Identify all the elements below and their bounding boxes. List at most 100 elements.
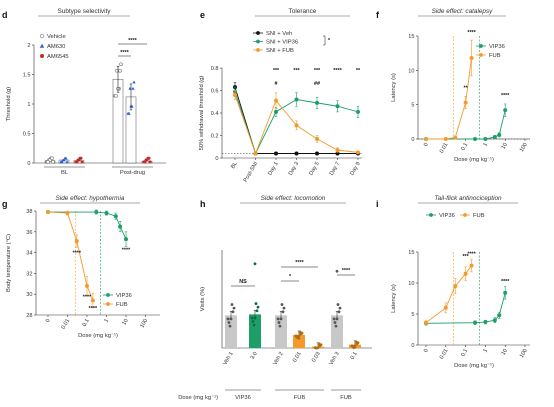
panel-h-xtick-label: Veh 3 <box>328 351 340 366</box>
legend-am630-marker <box>39 43 45 48</box>
panel-d-point <box>65 160 69 164</box>
panel-e-ytick-label: 0.8 <box>211 66 219 72</box>
panel-e-ytick-label: 0 <box>215 156 218 162</box>
panel-e-sig-top: ** <box>356 68 361 74</box>
panel-g-xtick-label: 10 <box>121 318 129 326</box>
panel-e-title: Tolerance <box>289 8 317 15</box>
panel-i-point <box>463 271 468 276</box>
panel-i-xtick-label: 0 <box>423 348 430 354</box>
panel-d-point <box>147 156 151 160</box>
panel-f-ytick-label: 15 <box>408 34 414 40</box>
panel-f-ytick-label: 10 <box>408 68 414 74</box>
panel-f-xtick-label: 100 <box>519 142 529 153</box>
panel-g-sig: **** <box>122 248 131 254</box>
legend-vehicle-marker <box>39 33 45 39</box>
panel-d-point <box>148 160 152 164</box>
panel-i-legend-label: FUB <box>473 213 485 219</box>
panel-i-letter: i <box>376 199 379 209</box>
panel-g-ytick-label: 30 <box>26 292 32 298</box>
panel-g-sig: **** <box>83 294 92 300</box>
panel-e-legend-marker <box>256 31 260 35</box>
panel-e-ytick-label: 0.4 <box>211 111 219 117</box>
panel-g-legend-marker <box>106 302 110 306</box>
panel-h-bar <box>225 315 237 348</box>
panel-h-point <box>281 310 285 314</box>
panel-h-xtick-label: 0.01 <box>292 351 303 363</box>
panel-h-title: Side effect: locomotion <box>261 195 326 202</box>
panel-e-point <box>274 109 278 114</box>
panel-e-sig-mid: ## <box>314 81 320 87</box>
panel-e-legend-label: SNI + Veh <box>266 31 292 37</box>
panel-h-sig: NS <box>239 279 247 285</box>
panel-e-sig-top: *** <box>273 68 280 74</box>
panel-e-point <box>335 148 340 153</box>
panel-e-legend-label: SNI + FUB <box>266 48 294 54</box>
panel-h-point <box>252 323 256 327</box>
panel-f-xtick-label: 10 <box>501 142 509 150</box>
panel-h-point <box>282 306 286 310</box>
panel-g-title: Side effect: hypothermia <box>56 195 125 202</box>
panel-h-point <box>250 316 254 320</box>
panel-i-title: Tail-flick antinociception <box>434 195 502 202</box>
panel-f-point <box>492 134 497 139</box>
panel-h-bar <box>331 315 343 348</box>
panel-g-ytick-label: 28 <box>26 313 32 319</box>
panel-h-point <box>226 317 230 321</box>
panel-i-legend-label: VIP36 <box>439 213 455 219</box>
panel-f-point <box>443 137 448 141</box>
panel-e-ylabel: 50% withdrawal threshold (g) <box>199 76 205 151</box>
panel-h-point <box>253 316 257 320</box>
panel-g-xtick-label: 0 <box>45 318 52 324</box>
panel-g-legend-label: FUB <box>116 302 128 308</box>
panel-f-point <box>503 108 508 113</box>
panel-g-ytick-label: 38 <box>26 209 32 215</box>
panel-h-point <box>255 309 259 313</box>
panel-h-point <box>316 346 320 350</box>
panel-i-xtick-label: 0.01 <box>439 348 450 360</box>
panel-i-xtick-label: 10 <box>501 348 509 356</box>
panel-g-point <box>74 239 79 244</box>
panel-i-point <box>492 318 497 323</box>
panel-i-series-VIP36 <box>425 292 506 324</box>
panel-g-ytick-label: 32 <box>26 271 32 277</box>
panel-e-point <box>315 151 319 156</box>
panel-f-ylabel: Latency (s) <box>391 73 397 102</box>
panel-h-point <box>229 317 233 321</box>
panel-g-xtick-label: 0.01 <box>61 318 72 330</box>
panel-i-point <box>473 320 478 325</box>
panel-h-xtick-label: 3.0 <box>250 351 259 361</box>
panel-f-title: Side effect: catalepsy <box>432 8 494 15</box>
panel-f-point <box>473 137 478 141</box>
panel-f-legend-marker <box>479 53 483 57</box>
panel-i-sig: *** <box>462 254 469 260</box>
panel-d-point <box>119 62 123 67</box>
panel-i-xtick-label: 1 <box>482 348 489 354</box>
panel-h-point <box>353 344 357 348</box>
panel-i-legend-marker <box>429 213 433 217</box>
panel-d-point <box>50 156 54 161</box>
panel-h-point <box>297 334 301 338</box>
panel-h-point <box>337 310 341 314</box>
panel-f-series-VIP36 <box>426 110 506 140</box>
panel-d-point <box>145 158 149 162</box>
panel-d-sig2: **** <box>128 38 137 44</box>
panel-h-sig: * <box>289 274 292 280</box>
panel-f-point <box>453 135 458 140</box>
panel-f-legend-marker <box>479 44 483 48</box>
panel-g-xtick-label: 1 <box>103 318 110 324</box>
panel-f-point <box>424 137 428 141</box>
panel-h-point <box>276 317 280 321</box>
panel-h-xtick-label: Veh 1 <box>222 351 234 366</box>
panel-h-dose-label: Dose (mg kg⁻¹) <box>178 395 218 401</box>
panel-h-point <box>336 303 340 306</box>
panel-e-xtick-label: Day 7 <box>329 161 342 177</box>
panel-h-xtick-label: 0.1 <box>350 351 359 361</box>
panel-g-letter: g <box>2 199 8 209</box>
panel-e-point <box>356 109 360 114</box>
panel-d-ytick-label: 2 <box>27 43 30 49</box>
legend-label-1: AM630 <box>47 44 65 50</box>
panel-h-point <box>227 321 231 324</box>
panel-e-sig-top: **** <box>333 68 342 74</box>
panel-e-point <box>274 98 278 103</box>
